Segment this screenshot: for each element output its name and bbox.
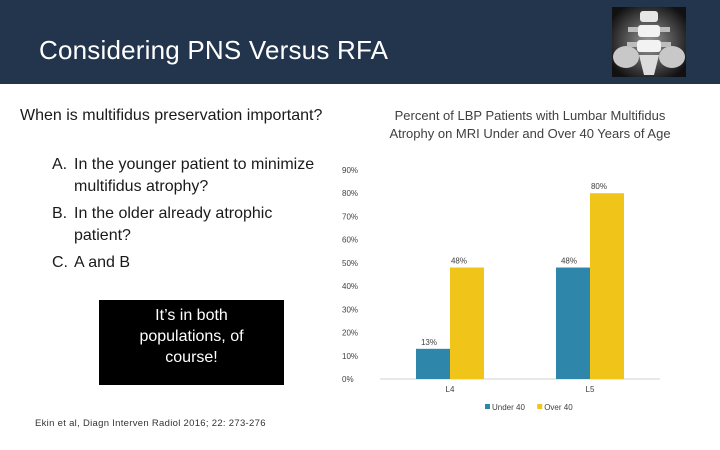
answer-line: It’s in both — [155, 307, 228, 324]
bar-under-40-l4 — [416, 348, 450, 379]
bar-over-40-l4 — [450, 267, 484, 379]
citation: Ekin et al, Diagn Interven Radiol 2016; … — [35, 418, 266, 429]
y-tick-label: 40% — [342, 282, 358, 291]
option-letter: A. — [52, 156, 68, 173]
option-text: In the younger patient to minimize multi… — [74, 156, 315, 195]
y-tick-label: 70% — [342, 212, 358, 221]
legend-label: Over 40 — [544, 403, 573, 412]
data-label: 48% — [451, 257, 467, 266]
data-label: 48% — [561, 257, 577, 266]
answer-options: A. In the younger patient to minimize mu… — [52, 154, 332, 279]
data-label: 80% — [591, 182, 607, 191]
option-a: A. In the younger patient to minimize mu… — [52, 154, 332, 198]
y-tick-label: 50% — [342, 259, 358, 268]
legend-swatch-over-40 — [537, 404, 543, 409]
x-tick-label: L4 — [446, 385, 455, 394]
answer-callout: It’s in both populations, of course! — [99, 300, 284, 385]
legend-swatch-under-40 — [485, 404, 490, 409]
option-letter: C. — [52, 254, 68, 271]
slide-header: Considering PNS Versus RFA — [0, 0, 720, 84]
answer-line: populations, of — [139, 328, 244, 345]
bar-under-40-l5 — [556, 267, 590, 379]
slide-title: Considering PNS Versus RFA — [39, 35, 389, 65]
chart-title: Percent of LBP Patients with Lumbar Mult… — [389, 108, 671, 141]
question-text: When is multifidus preservation importan… — [20, 107, 323, 124]
legend-label: Under 40 — [492, 403, 525, 412]
y-tick-label: 0% — [342, 375, 354, 384]
answer-line: course! — [165, 349, 218, 366]
option-b: B. In the older already atrophic patient… — [52, 203, 332, 247]
data-label: 13% — [421, 338, 437, 347]
y-tick-label: 90% — [342, 166, 358, 175]
option-text: In the older already atrophic patient? — [74, 205, 273, 244]
bar-over-40-l5 — [590, 193, 624, 379]
spine-xray-image — [612, 7, 686, 77]
y-tick-label: 30% — [342, 305, 358, 314]
y-tick-label: 20% — [342, 329, 358, 338]
y-tick-label: 60% — [342, 236, 358, 245]
option-c: C. A and B — [52, 252, 332, 274]
option-letter: B. — [52, 205, 68, 222]
y-tick-label: 10% — [342, 352, 358, 361]
option-text: A and B — [74, 254, 131, 271]
x-tick-label: L5 — [586, 385, 595, 394]
y-tick-label: 80% — [342, 189, 358, 198]
bar-chart: 0% 10% 20% 30% 40% 50% 60% 70% 80% 90% 13% 48% L4 48%… — [342, 166, 660, 412]
